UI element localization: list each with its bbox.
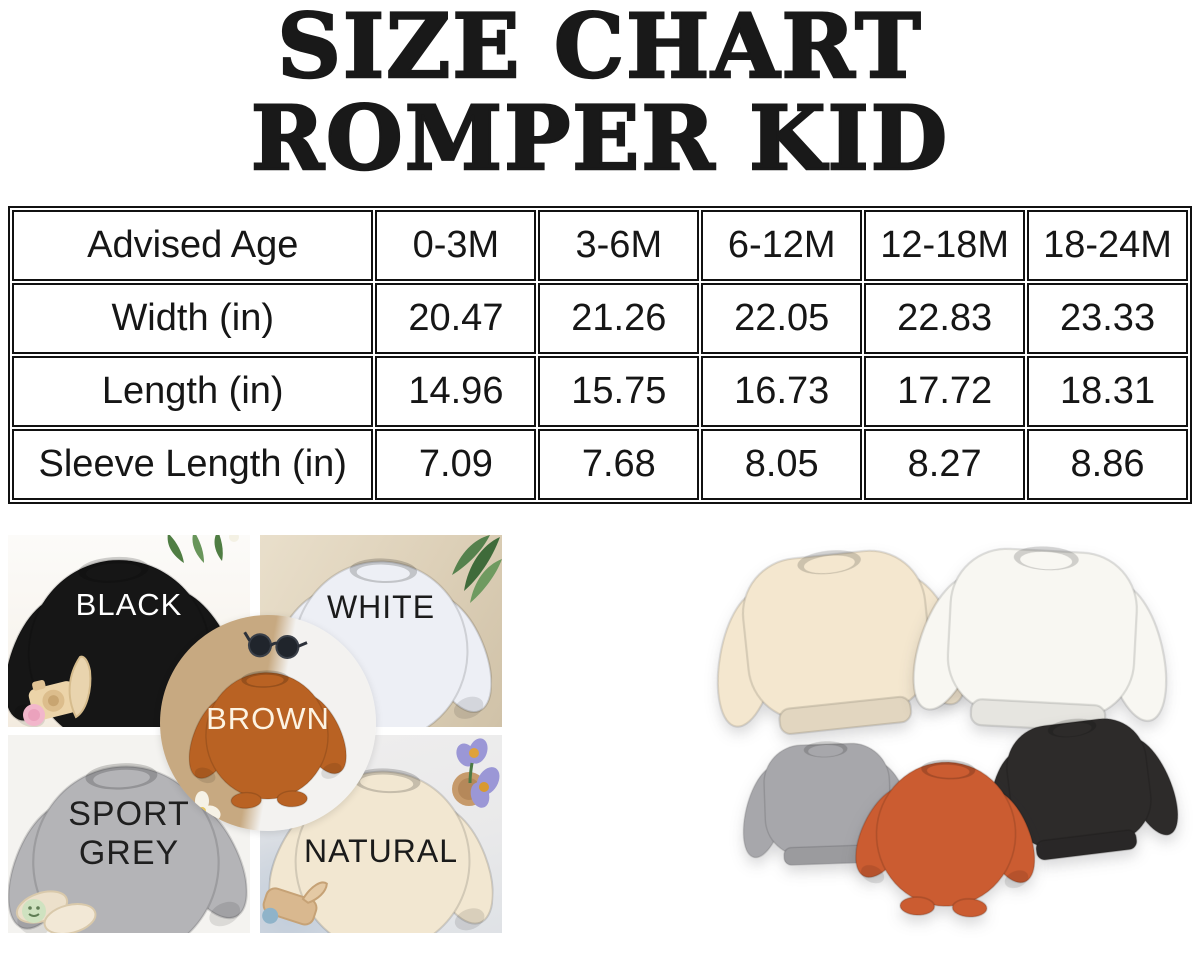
header-cell-size-0-3m: 0-3M	[375, 210, 537, 281]
colorway-label-black: BLACK	[75, 587, 183, 622]
row-label-cell: Width (in)	[12, 283, 374, 354]
header-cell-size-6-12m: 6-12M	[701, 210, 863, 281]
table-row-sleeve-length: Sleeve Length (in) 7.09 7.68 8.05 8.27 8…	[12, 429, 1188, 500]
table-header-row: Advised Age 0-3M 3-6M 6-12M 12-18M 18-24…	[12, 210, 1188, 281]
table-row-width: Width (in) 20.47 21.26 22.05 22.83 23.33	[12, 283, 1188, 354]
sunglasses-decoration	[243, 631, 308, 659]
colorway-label-brown: BROWN	[206, 701, 330, 736]
palm-leaf-decoration	[452, 535, 502, 603]
value-cell: 8.05	[701, 429, 863, 500]
colorway-collage: BLACK	[8, 535, 502, 933]
value-cell: 7.68	[538, 429, 700, 500]
fern-leaf-decoration	[167, 535, 239, 563]
header-cell-size-18-24m: 18-24M	[1027, 210, 1188, 281]
value-cell: 22.83	[864, 283, 1026, 354]
colorway-label-white: WHITE	[326, 589, 436, 625]
title-line-1: SIZE CHART	[276, 0, 923, 98]
toy-camera-decoration	[23, 679, 79, 726]
value-cell: 14.96	[375, 356, 537, 427]
title-line-2: ROMPER KID	[250, 86, 950, 190]
value-cell: 16.73	[701, 356, 863, 427]
colorway-photo-brown: BROWN	[160, 615, 376, 831]
row-label-cell: Sleeve Length (in)	[12, 429, 374, 500]
value-cell: 8.86	[1027, 429, 1188, 500]
header-cell-size-12-18m: 12-18M	[864, 210, 1026, 281]
value-cell: 18.31	[1027, 356, 1188, 427]
page-title: SIZE CHART ROMPER KID	[0, 0, 1200, 190]
header-cell-advised-age: Advised Age	[12, 210, 374, 281]
value-cell: 20.47	[375, 283, 537, 354]
baby-shoes-decoration	[15, 890, 97, 933]
white-flower-decoration	[183, 791, 221, 830]
flatlay-photo	[699, 535, 1192, 935]
purple-flowers-decoration	[452, 738, 500, 808]
row-label-cell: Length (in)	[12, 356, 374, 427]
table-row-length: Length (in) 14.96 15.75 16.73 17.72 18.3…	[12, 356, 1188, 427]
value-cell: 7.09	[375, 429, 537, 500]
size-table: Advised Age 0-3M 3-6M 6-12M 12-18M 18-24…	[8, 206, 1192, 504]
wooden-teether-decoration	[68, 655, 92, 719]
value-cell: 8.27	[864, 429, 1026, 500]
value-cell: 21.26	[538, 283, 700, 354]
flatlay-romper-orange	[853, 746, 1039, 924]
header-cell-size-3-6m: 3-6M	[538, 210, 700, 281]
wooden-bunny-toy-decoration	[262, 881, 328, 926]
value-cell: 17.72	[864, 356, 1026, 427]
colorway-label-sport-grey: SPORT GREY	[68, 795, 190, 873]
value-cell: 23.33	[1027, 283, 1188, 354]
colorway-label-natural: NATURAL	[304, 833, 458, 869]
value-cell: 15.75	[538, 356, 700, 427]
value-cell: 22.05	[701, 283, 863, 354]
